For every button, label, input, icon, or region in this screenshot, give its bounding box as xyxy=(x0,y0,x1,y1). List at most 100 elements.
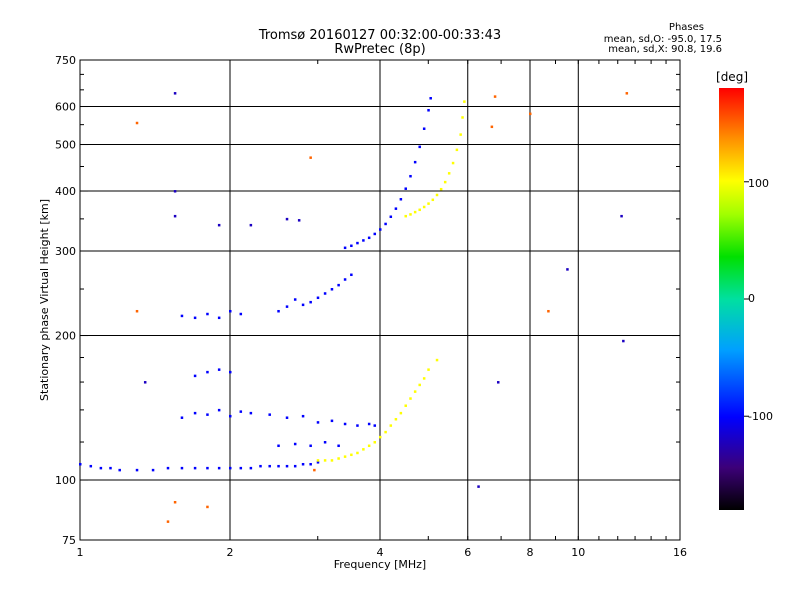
data-point xyxy=(206,312,209,316)
y-tick-label: 500 xyxy=(55,139,76,152)
data-point xyxy=(99,466,103,470)
data-point xyxy=(384,430,387,434)
chart-title: Tromsø 20160127 00:32:00-00:33:43 xyxy=(258,28,502,43)
data-point xyxy=(285,305,289,308)
data-point xyxy=(180,416,184,419)
data-point xyxy=(343,422,347,426)
data-point xyxy=(239,312,243,316)
data-point xyxy=(389,424,393,427)
data-point xyxy=(547,309,550,313)
data-point xyxy=(418,145,421,149)
x-tick-label: 1 xyxy=(77,546,84,559)
data-point xyxy=(566,268,569,271)
data-point xyxy=(217,368,221,371)
data-point xyxy=(493,95,497,98)
data-point xyxy=(301,462,305,466)
data-point xyxy=(356,424,359,427)
phases-o-stats: mean, sd,O: -95.0, 17.5 xyxy=(603,34,722,45)
data-point xyxy=(249,223,253,227)
data-point xyxy=(206,466,209,470)
data-point xyxy=(399,411,403,415)
data-point xyxy=(409,397,412,400)
axis-ticks xyxy=(79,59,681,541)
data-point xyxy=(173,500,177,504)
data-point xyxy=(431,198,435,202)
data-point xyxy=(350,244,353,248)
data-point xyxy=(206,370,209,374)
data-point xyxy=(180,314,184,318)
data-point xyxy=(268,413,271,416)
data-point xyxy=(193,411,197,415)
data-point xyxy=(217,223,221,227)
data-point xyxy=(173,92,177,95)
data-point xyxy=(461,116,464,119)
data-point xyxy=(362,239,365,242)
data-point xyxy=(166,466,170,470)
data-point xyxy=(239,466,243,470)
data-point xyxy=(316,459,320,462)
data-point xyxy=(217,466,221,470)
data-point xyxy=(135,309,139,313)
data-point xyxy=(297,219,301,222)
data-point xyxy=(379,228,382,231)
data-point xyxy=(277,444,280,448)
data-points xyxy=(79,92,629,523)
y-tick-label: 300 xyxy=(55,245,76,258)
data-point xyxy=(337,444,340,448)
y-tick-label: 75 xyxy=(62,534,76,547)
data-point xyxy=(301,414,305,418)
data-point xyxy=(394,418,398,421)
data-point xyxy=(309,156,312,159)
data-point xyxy=(427,109,430,112)
data-point xyxy=(343,246,347,250)
data-point xyxy=(268,464,271,468)
x-axis-label: Frequency [MHz] xyxy=(334,558,426,571)
phases-header: Phases xyxy=(668,22,704,33)
data-point xyxy=(496,381,500,384)
data-point xyxy=(193,374,197,378)
data-point xyxy=(343,455,347,458)
data-point xyxy=(447,172,451,175)
data-point xyxy=(293,464,297,468)
data-point xyxy=(316,461,320,464)
data-point xyxy=(343,278,347,281)
data-point xyxy=(418,383,421,387)
data-point xyxy=(229,309,232,313)
data-point xyxy=(313,468,316,472)
data-point xyxy=(79,462,82,466)
data-point xyxy=(435,358,439,362)
data-point xyxy=(356,241,359,245)
data-point xyxy=(367,236,371,240)
data-point xyxy=(285,416,289,419)
data-point xyxy=(217,316,221,320)
x-tick-label: 16 xyxy=(673,546,687,559)
data-point xyxy=(379,435,382,439)
data-point xyxy=(409,174,412,178)
data-point xyxy=(362,448,365,451)
data-point xyxy=(229,370,232,374)
data-point xyxy=(389,215,393,219)
data-point xyxy=(477,485,480,488)
data-point xyxy=(323,459,327,462)
data-point xyxy=(173,214,177,218)
data-point xyxy=(622,339,625,343)
data-point xyxy=(316,421,320,424)
colorbar-tick-label: 100 xyxy=(748,177,769,190)
data-point xyxy=(259,464,262,468)
data-point xyxy=(367,422,371,426)
data-point xyxy=(309,462,312,466)
y-tick-label: 100 xyxy=(55,474,76,487)
data-point xyxy=(418,208,421,212)
data-point xyxy=(217,408,221,412)
grid-lines xyxy=(80,60,680,540)
data-point xyxy=(451,161,455,165)
data-point xyxy=(429,97,432,100)
data-point xyxy=(399,198,403,201)
x-tick-label: 10 xyxy=(571,546,585,559)
data-point xyxy=(277,464,280,468)
data-point xyxy=(229,466,232,470)
x-tick-label: 4 xyxy=(377,546,384,559)
colorbar-unit-text: deg xyxy=(720,70,744,84)
x-tick-label: 8 xyxy=(527,546,534,559)
